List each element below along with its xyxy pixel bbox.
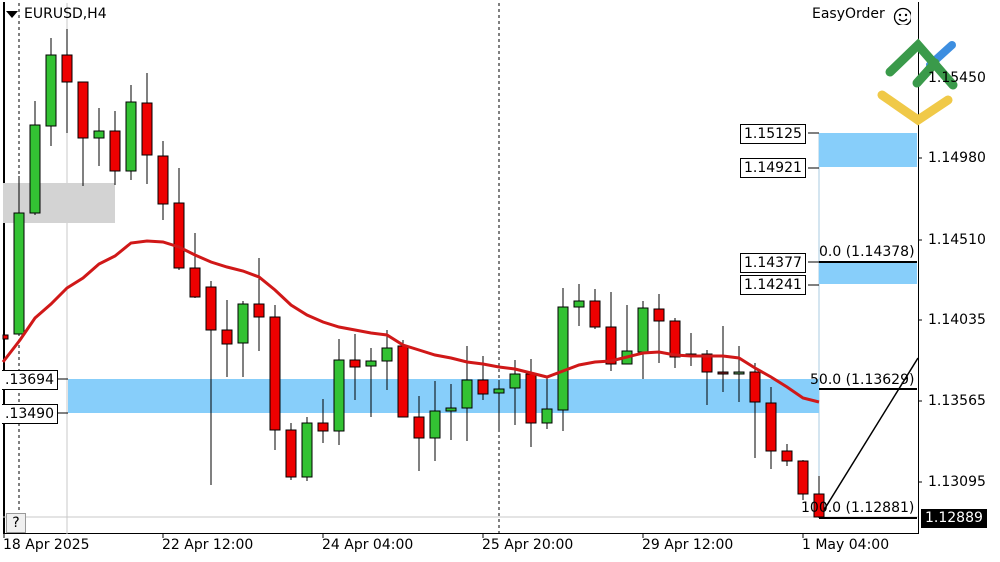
price-tick: 1.14035 — [928, 312, 986, 328]
time-tick: 22 Apr 12:00 — [162, 537, 254, 553]
time-tick: 18 Apr 2025 — [3, 537, 90, 553]
fib-level-50-label: 50.0 (1.13629) — [810, 372, 915, 388]
smiley-icon[interactable] — [893, 7, 911, 25]
trend-line[interactable] — [818, 357, 919, 519]
mid-zone-top-label[interactable]: 1.14377 — [740, 253, 806, 273]
easyorder-label[interactable]: EasyOrder — [812, 6, 885, 22]
upper-zone[interactable] — [819, 133, 917, 167]
lower-zone-bottom-label[interactable]: .13490 — [2, 404, 58, 424]
candlesticks — [2, 29, 825, 518]
time-tick: 25 Apr 20:00 — [482, 537, 574, 553]
fib-level-100-label: 100.0 (1.12881) — [801, 500, 915, 516]
current-price-label: 1.12889 — [921, 509, 987, 528]
price-tick: 1.14510 — [928, 232, 986, 248]
fib-level-0-label: 0.0 (1.14378) — [819, 244, 915, 260]
plot-area[interactable] — [3, 2, 919, 534]
symbol-label: EURUSD,H4 — [24, 6, 107, 22]
price-tick: 1.13095 — [928, 474, 986, 490]
chart-menu-icon[interactable] — [6, 11, 18, 18]
price-tick: 1.15450 — [928, 70, 986, 86]
price-tick: 1.13565 — [928, 393, 986, 409]
time-tick: 24 Apr 04:00 — [322, 537, 414, 553]
upper-zone-bottom-label[interactable]: 1.14921 — [740, 158, 806, 178]
logo-icon — [877, 38, 958, 126]
lower-zone-top-label[interactable]: .13694 — [2, 370, 58, 390]
mid-zone-bottom-label[interactable]: 1.14241 — [740, 275, 806, 295]
moving-average-line — [1, 239, 820, 404]
lower-zone[interactable] — [68, 379, 819, 413]
mid-zone[interactable] — [819, 262, 917, 284]
help-button[interactable]: ? — [6, 513, 26, 533]
time-tick: 1 May 04:00 — [802, 537, 890, 553]
price-tick: 1.14980 — [928, 150, 986, 166]
time-tick: 29 Apr 12:00 — [642, 537, 734, 553]
upper-zone-top-label[interactable]: 1.15125 — [740, 124, 806, 144]
